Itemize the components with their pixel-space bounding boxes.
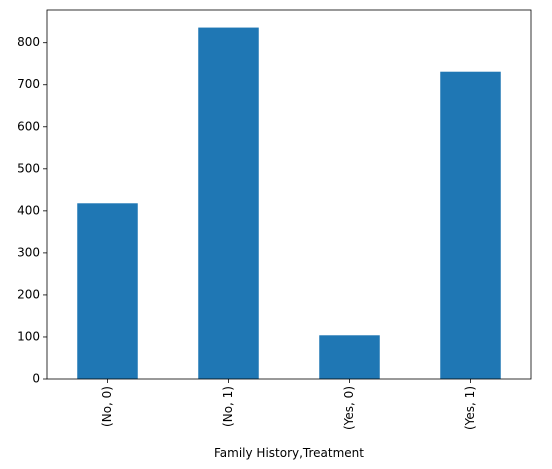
x-axis: (No, 0) (No, 1) (Yes, 0) (Yes, 1): [100, 379, 477, 430]
y-tick-label: 400: [17, 203, 40, 217]
y-tick-label: 200: [17, 287, 40, 301]
y-tick-label: 100: [17, 329, 40, 343]
bars-group: [77, 27, 501, 380]
x-axis-title: Family History,Treatment: [214, 446, 364, 460]
bar-0: [77, 203, 138, 379]
y-tick-label: 800: [17, 35, 40, 49]
y-tick-label: 500: [17, 161, 40, 175]
y-axis: 0 100 200 300 400 500 600 700 800: [17, 35, 47, 386]
bar-2: [319, 335, 380, 379]
x-tick-label: (No, 0): [100, 386, 114, 427]
x-tick-label: (Yes, 1): [463, 386, 477, 430]
y-tick-label: 700: [17, 77, 40, 91]
y-tick-label: 300: [17, 245, 40, 259]
bar-3: [440, 71, 501, 380]
bar-1: [198, 27, 259, 379]
x-tick-label: (No, 1): [221, 386, 235, 427]
y-tick-label: 600: [17, 119, 40, 133]
x-tick-label: (Yes, 0): [342, 386, 356, 430]
y-tick-label: 0: [32, 372, 40, 386]
plot-frame: [46, 9, 532, 380]
